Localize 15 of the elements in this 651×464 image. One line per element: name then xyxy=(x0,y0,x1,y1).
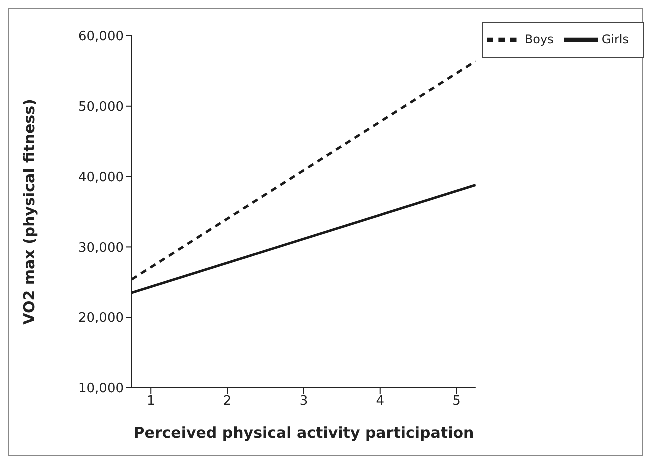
x-tick-label: 4 xyxy=(376,394,385,410)
y-axis-title: VO2 max (physical fitness) xyxy=(20,99,38,325)
x-tick-label: 5 xyxy=(452,394,461,410)
x-axis-title: Perceived physical activity participation xyxy=(134,424,474,442)
x-tick-label: 2 xyxy=(223,394,232,410)
legend-label: Girls xyxy=(602,32,629,46)
y-tick-label: 20,000 xyxy=(78,311,124,326)
x-tick-label: 3 xyxy=(300,394,308,410)
y-tick-label: 30,000 xyxy=(78,240,124,256)
legend-label: Boys xyxy=(524,32,554,46)
y-tick-label: 10,000 xyxy=(78,382,124,397)
y-tick-label: 40,000 xyxy=(78,170,124,186)
y-tick-label: 50,000 xyxy=(78,100,124,116)
y-tick-label: 60,000 xyxy=(78,30,124,45)
x-tick-label: 1 xyxy=(146,394,156,410)
